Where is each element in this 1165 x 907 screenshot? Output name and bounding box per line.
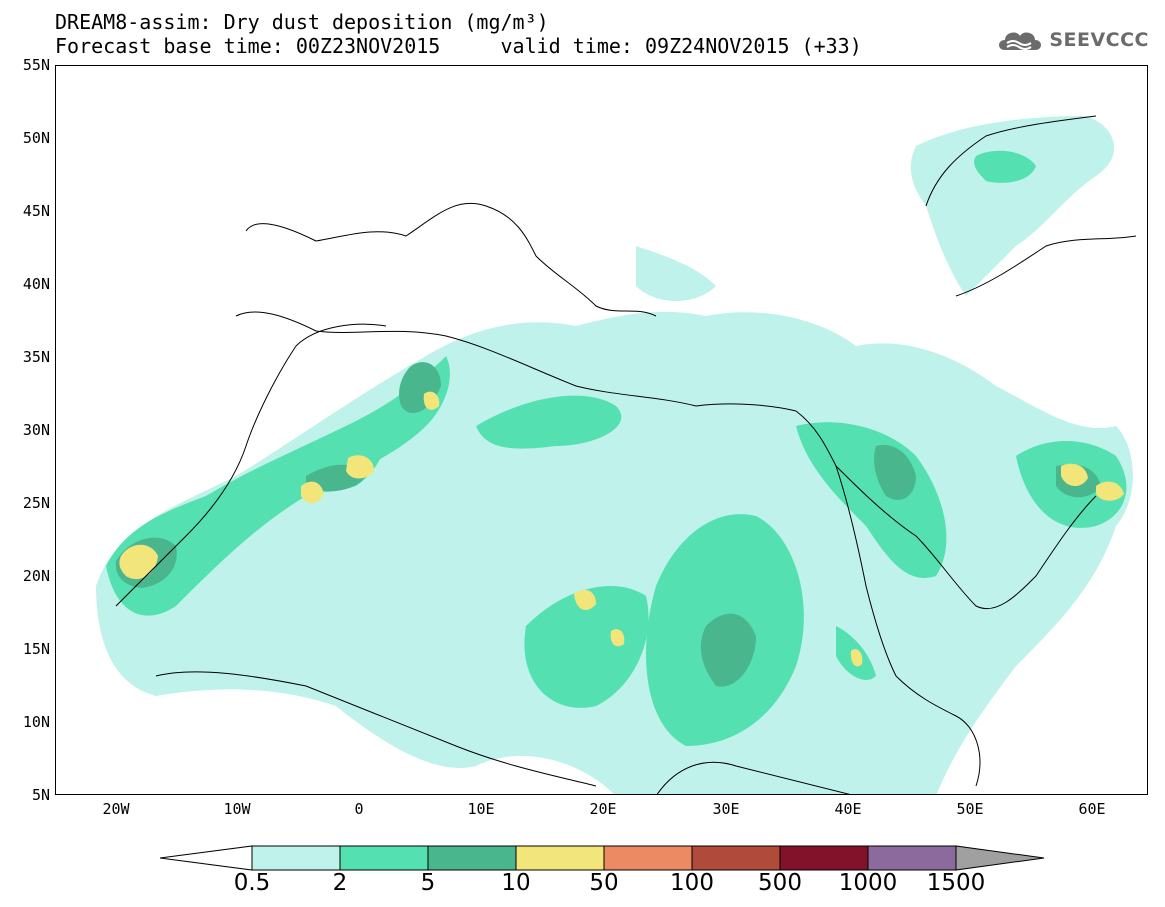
legend-label-1500: 1500 (926, 870, 986, 896)
map-title: DREAM8-assim: Dry dust deposition (mg/m³… (55, 10, 549, 34)
colorbar-bin-1 (339, 845, 429, 871)
legend-label-500: 500 (758, 870, 802, 896)
cloud-logo-icon (999, 32, 1042, 50)
lon-label-30e: 30E (712, 800, 740, 818)
lon-label-50e: 50E (956, 800, 984, 818)
map-canvas (96, 115, 1137, 794)
legend-label-50: 50 (589, 870, 619, 896)
colorbar-bin-5 (691, 845, 781, 871)
forecast-time-subtitle: Forecast base time: 00Z23NOV2015 valid t… (55, 34, 862, 58)
lon-label-60e: 60E (1078, 800, 1106, 818)
legend-label-0-5: 0.5 (233, 870, 271, 896)
lon-label-20e: 20E (589, 800, 617, 818)
lat-label-55n: 55N (22, 56, 50, 74)
lat-label-45n: 45N (22, 202, 50, 220)
legend-label-100: 100 (670, 870, 714, 896)
colorbar-high-end (955, 845, 1045, 871)
legend-colorbar (159, 845, 1045, 875)
legend-label-10: 10 (501, 870, 531, 896)
lon-label-10w: 10W (223, 800, 251, 818)
lon-label-40e: 40E (834, 800, 862, 818)
brand-name: SEEVCCC (1049, 29, 1149, 51)
colorbar-bin-7 (867, 845, 957, 871)
lon-label-20w: 20W (102, 800, 130, 818)
dust-deposition-map (55, 65, 1148, 795)
colorbar-bin-3 (515, 845, 605, 871)
legend-label-5: 5 (420, 870, 436, 896)
lon-label-10e: 10E (467, 800, 495, 818)
lon-label-0: 0 (354, 800, 364, 818)
colorbar-bin-4 (603, 845, 693, 871)
lat-label-30n: 30N (22, 421, 50, 439)
dust-level-4-areas (119, 391, 1124, 667)
lat-label-10n: 10N (22, 713, 50, 731)
lat-label-25n: 25N (22, 494, 50, 512)
lat-label-35n: 35N (22, 348, 50, 366)
coastlines-and-borders (115, 115, 1137, 794)
lat-label-50n: 50N (22, 129, 50, 147)
lat-label-40n: 40N (22, 275, 50, 293)
legend-label-1000: 1000 (838, 870, 898, 896)
lat-label-5n: 5N (31, 786, 50, 804)
colorbar-bin-0 (251, 845, 341, 871)
lat-label-20n: 20N (22, 567, 50, 585)
colorbar-bin-6 (779, 845, 869, 871)
lat-label-15n: 15N (22, 640, 50, 658)
brand-logo: SEEVCCC (995, 26, 1149, 54)
colorbar-bin-2 (427, 845, 517, 871)
colorbar-low-end (159, 845, 253, 871)
colorbar-svg (159, 845, 1045, 871)
legend-label-2: 2 (332, 870, 348, 896)
